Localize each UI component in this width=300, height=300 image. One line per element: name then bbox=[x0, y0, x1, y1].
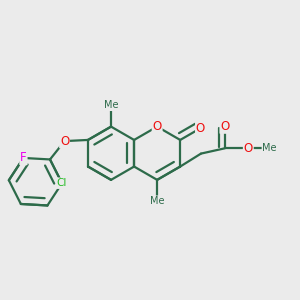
Text: F: F bbox=[20, 152, 27, 164]
Text: O: O bbox=[244, 142, 253, 155]
Text: O: O bbox=[60, 135, 69, 148]
Text: Cl: Cl bbox=[57, 178, 67, 188]
Text: Me: Me bbox=[262, 143, 277, 153]
Text: O: O bbox=[152, 120, 162, 133]
Text: O: O bbox=[196, 122, 205, 135]
Text: Me: Me bbox=[150, 196, 164, 206]
Text: O: O bbox=[220, 120, 230, 133]
Text: Me: Me bbox=[104, 100, 118, 110]
